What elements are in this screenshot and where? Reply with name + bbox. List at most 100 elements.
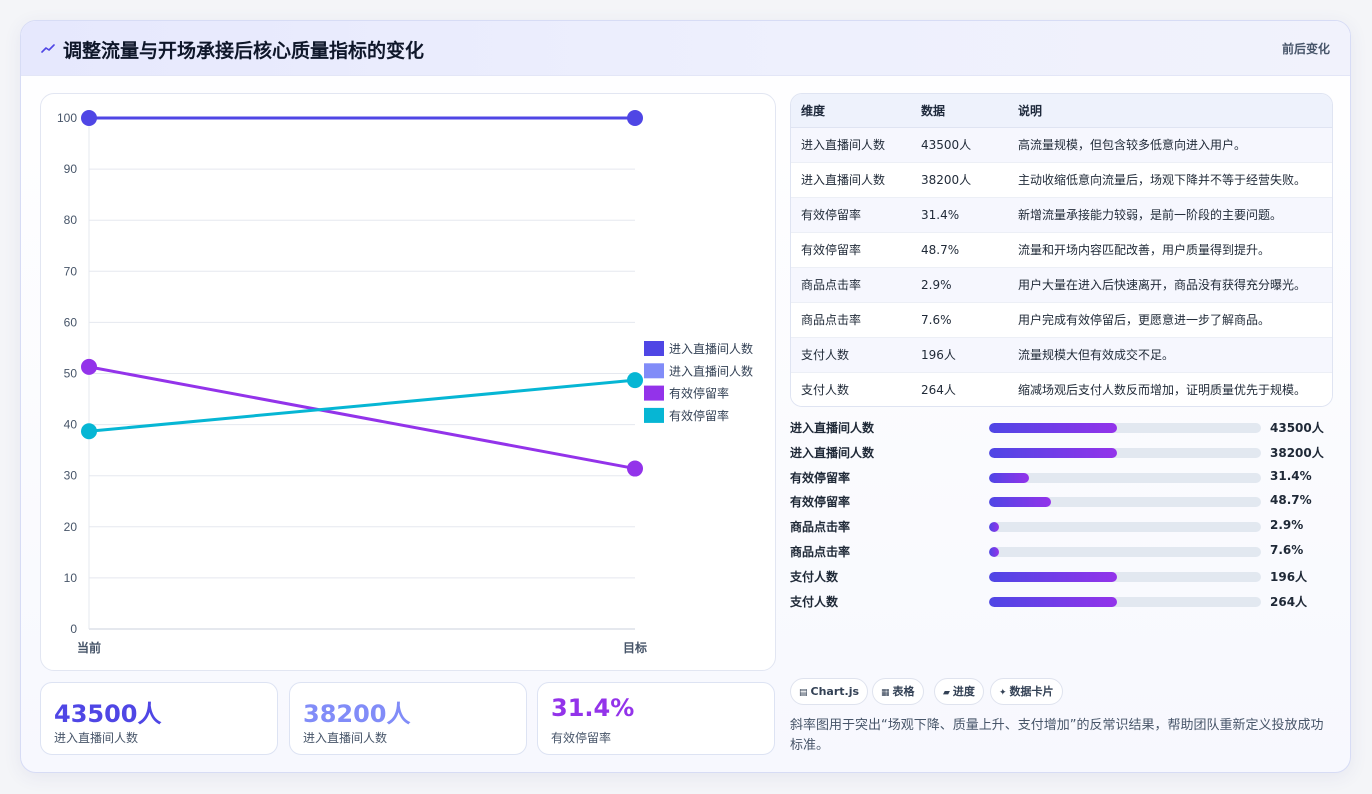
progress-value: 7.6% <box>1270 542 1304 557</box>
table-row: 支付人数 264人 缩减场观后支付人数反而增加，证明质量优先于规模。 <box>791 372 1332 406</box>
progress-fill <box>989 472 1029 483</box>
chip-label: 表格 <box>892 685 915 698</box>
progress-value: 264人 <box>1270 594 1308 609</box>
progress-track <box>989 423 1261 433</box>
cell-dimension: 有效停留率 <box>791 232 921 268</box>
cell-dimension: 有效停留率 <box>791 197 921 233</box>
progress-fill <box>989 423 1117 433</box>
chip-[interactable]: ▦ 表格 <box>872 678 924 705</box>
cell-dimension: 支付人数 <box>801 383 850 398</box>
table-icon: ▦ <box>881 688 890 698</box>
y-tick-label: 10 <box>64 571 78 585</box>
data-point-2-0 <box>81 358 97 375</box>
progress-label: 进入直播间人数 <box>790 445 875 460</box>
data-table-panel: 维度 数据 说明 进入直播间人数 43500人 高流量规模，但包含较多低意向进入用户… <box>790 93 1333 407</box>
progress-fill <box>989 571 1117 582</box>
y-tick-label: 40 <box>64 418 78 432</box>
progress-value: 196人 <box>1270 569 1308 584</box>
progress-track <box>989 447 1261 458</box>
chip-label: Chart.js <box>810 685 860 698</box>
cell-dimension: 进入直播间人数 <box>791 162 921 198</box>
legend-swatch <box>644 341 664 356</box>
progress-track <box>989 546 1261 557</box>
kpi-value: 43500人 <box>54 700 162 728</box>
progress-fill <box>989 447 1117 458</box>
table-header-row: 维度 数据 说明 <box>791 94 1332 128</box>
kpi-label: 进入直播间人数 <box>54 731 139 745</box>
progress-label: 商品点击率 <box>790 544 851 559</box>
progress-fill <box>989 596 1117 607</box>
chip-label: 进度 <box>952 685 975 698</box>
cell-note: 流量规模大但有效成交不足。 <box>1018 337 1332 373</box>
kpi-label: 进入直播间人数 <box>303 731 388 745</box>
cell-data: 264人 <box>921 383 956 398</box>
chart-icon: ▤ <box>799 688 808 698</box>
legend-label: 有效停留率 <box>669 386 729 401</box>
data-point-0-1 <box>627 110 643 126</box>
table-row: 商品点击率 2.9% 用户大量在进入后快速离开，商品没有获得充分曝光。 <box>791 267 1332 303</box>
progress-list: 进入直播间人数 43500人 进入直播间人数 38200人 有效停留率 31.4% 有效停留… <box>790 415 1333 613</box>
progress-row: 进入直播间人数 38200人 <box>790 440 1333 465</box>
column-header-dimension: 维度 <box>791 94 921 128</box>
slope-chart-panel: 0 10 20 30 40 50 60 70 80 90 100 当前 目标 进入直播间人数 进入直播间人数… <box>40 93 776 671</box>
legend-label: 有效停留率 <box>669 408 729 423</box>
report-card: 调整流量与开场承接后核心质量指标的变化 前后变化 0 10 20 30 40 50 60 70… <box>20 20 1351 773</box>
y-tick-label: 100 <box>57 111 77 125</box>
trend-line-icon <box>41 44 55 53</box>
y-tick-label: 60 <box>64 315 78 329</box>
cell-data: 7.6% <box>921 302 1018 338</box>
legend-swatch <box>644 407 664 423</box>
slope-chart: 0 10 20 30 40 50 60 70 80 90 100 当前 目标 进入直播间人数进入直播间人数… <box>57 110 753 655</box>
cell-dimension: 进入直播间人数 <box>791 127 921 163</box>
cell-dimension: 支付人数 <box>791 337 921 373</box>
kpi-value: 38200人 <box>303 700 411 728</box>
chip-chartjs[interactable]: ▤ Chart.js <box>790 678 869 705</box>
table-row: 商品点击率 7.6% 用户完成有效停留后，更愿意进一步了解商品。 <box>791 302 1332 338</box>
cell-data: 48.7% <box>921 232 1018 268</box>
progress-icon: ▰ <box>943 688 950 698</box>
page-title: 调整流量与开场承接后核心质量指标的变化 <box>63 40 425 62</box>
column-header-data: 数据 <box>921 94 1018 128</box>
series-line-3 <box>88 378 636 433</box>
table-row: 进入直播间人数 43500人 高流量规模，但包含较多低意向进入用户。 <box>791 127 1332 163</box>
legend-label: 进入直播间人数 <box>669 341 753 356</box>
progress-row: 有效停留率 48.7% <box>790 489 1333 514</box>
legend-label: 进入直播间人数 <box>669 363 753 378</box>
data-point-3-0 <box>81 423 97 440</box>
progress-row: 进入直播间人数 43500人 <box>790 415 1333 440</box>
cell-data: 31.4% <box>921 197 1018 233</box>
data-point-0-0 <box>81 110 97 126</box>
sparkle-icon: ✦ <box>999 688 1007 698</box>
progress-row: 商品点击率 2.9% <box>790 514 1333 539</box>
progress-label: 支付人数 <box>790 569 839 584</box>
chip-[interactable]: ▰ 进度 <box>934 678 984 705</box>
progress-track <box>989 472 1261 483</box>
y-tick-label: 20 <box>64 520 78 534</box>
chip-label: 数据卡片 <box>1009 685 1054 698</box>
table-row: 进入直播间人数 38200人 主动收缩低意向流量后，场观下降并不等于经营失败。 <box>791 162 1332 198</box>
y-tick-label: 0 <box>70 622 77 636</box>
series-line-2 <box>88 365 636 471</box>
cell-data: 196人 <box>921 337 1018 373</box>
data-point-3-1 <box>627 372 643 389</box>
kpi-card: 31.4% 有效停留率 <box>537 682 775 755</box>
header-tag: 前后变化 <box>1281 42 1330 56</box>
table-row: 有效停留率 31.4% 新增流量承接能力较弱，是前一阶段的主要问题。 <box>791 197 1332 233</box>
progress-fill <box>989 546 1000 557</box>
progress-label: 进入直播间人数 <box>790 421 875 435</box>
progress-label: 有效停留率 <box>790 470 851 485</box>
y-tick-label: 50 <box>64 367 78 381</box>
progress-row: 有效停留率 31.4% <box>790 465 1333 490</box>
cell-note: 用户完成有效停留后，更愿意进一步了解商品。 <box>1018 302 1332 338</box>
y-tick-label: 30 <box>64 469 78 483</box>
y-tick-label: 80 <box>64 213 78 227</box>
progress-fill <box>989 522 1000 533</box>
cell-note: 流量和开场内容匹配改善，用户质量得到提升。 <box>1018 232 1332 268</box>
progress-value: 48.7% <box>1270 493 1312 508</box>
progress-track <box>989 497 1261 508</box>
kpi-card: 38200人 进入直播间人数 <box>289 682 527 755</box>
cell-note: 高流量规模，但包含较多低意向进入用户。 <box>1018 127 1332 163</box>
x-tick-label: 当前 <box>77 640 101 655</box>
cell-note: 用户大量在进入后快速离开，商品没有获得充分曝光。 <box>1018 267 1332 303</box>
chip-[interactable]: ✦ 数据卡片 <box>990 678 1063 705</box>
